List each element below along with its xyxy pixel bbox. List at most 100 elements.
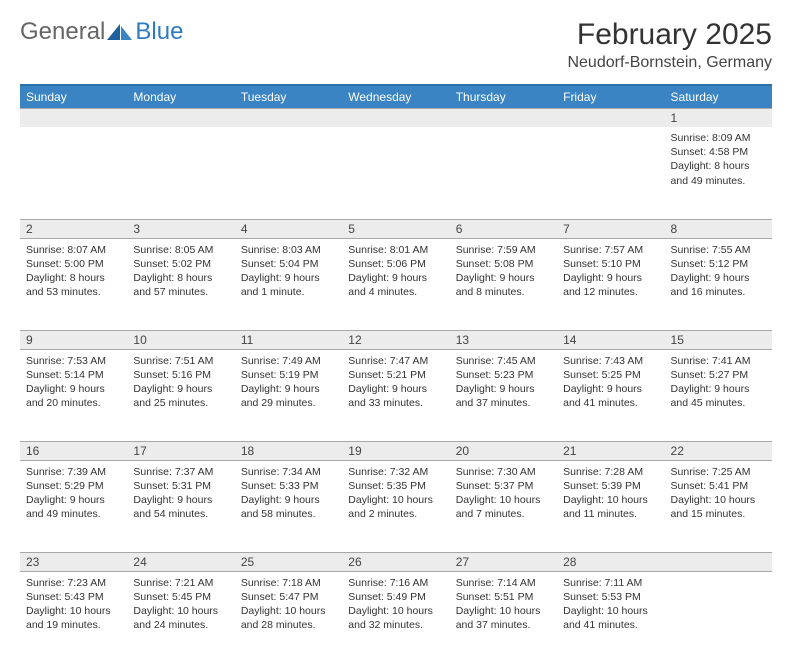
sunrise-text: Sunrise: 8:03 AM (241, 243, 336, 257)
daylight-text: and 37 minutes. (456, 618, 551, 632)
day-cell: Sunrise: 7:34 AMSunset: 5:33 PMDaylight:… (235, 460, 342, 552)
daylight-text: and 45 minutes. (671, 396, 766, 410)
daylight-text: Daylight: 8 hours (671, 159, 766, 173)
sunrise-text: Sunrise: 7:28 AM (563, 465, 658, 479)
day-details: Sunrise: 8:05 AMSunset: 5:02 PMDaylight:… (127, 239, 234, 306)
daylight-text: and 32 minutes. (348, 618, 443, 632)
day-cell: Sunrise: 7:16 AMSunset: 5:49 PMDaylight:… (342, 571, 449, 663)
sunrise-text: Sunrise: 8:07 AM (26, 243, 121, 257)
day-cell: Sunrise: 7:41 AMSunset: 5:27 PMDaylight:… (665, 349, 772, 441)
sunrise-text: Sunrise: 7:43 AM (563, 354, 658, 368)
daylight-text: and 2 minutes. (348, 507, 443, 521)
daylight-text: Daylight: 8 hours (26, 271, 121, 285)
sunset-text: Sunset: 5:47 PM (241, 590, 336, 604)
day-number-cell: 23 (20, 552, 127, 571)
sunset-text: Sunset: 5:04 PM (241, 257, 336, 271)
day-number-cell: 5 (342, 219, 449, 238)
day-cell: Sunrise: 7:18 AMSunset: 5:47 PMDaylight:… (235, 571, 342, 663)
sunrise-text: Sunrise: 7:55 AM (671, 243, 766, 257)
day-number-cell (20, 109, 127, 128)
day-number-cell: 11 (235, 330, 342, 349)
sunset-text: Sunset: 5:25 PM (563, 368, 658, 382)
day-cell (20, 127, 127, 219)
sunrise-text: Sunrise: 7:51 AM (133, 354, 228, 368)
sail-icon (107, 23, 133, 41)
day-number-cell: 7 (557, 219, 664, 238)
daylight-text: and 54 minutes. (133, 507, 228, 521)
daylight-text: and 25 minutes. (133, 396, 228, 410)
daylight-text: Daylight: 9 hours (133, 382, 228, 396)
daylight-text: and 49 minutes. (671, 174, 766, 188)
day-cell (127, 127, 234, 219)
week-row: Sunrise: 7:53 AMSunset: 5:14 PM Daylight:… (20, 349, 772, 441)
day-number-cell: 1 (665, 109, 772, 128)
day-number-cell: 28 (557, 552, 664, 571)
daylight-text: and 33 minutes. (348, 396, 443, 410)
day-cell: Sunrise: 7:43 AMSunset: 5:25 PMDaylight:… (557, 349, 664, 441)
sunset-text: Sunset: 5:39 PM (563, 479, 658, 493)
day-cell: Sunrise: 7:57 AMSunset: 5:10 PMDaylight:… (557, 238, 664, 330)
day-details: Sunrise: 7:55 AMSunset: 5:12 PMDaylight:… (665, 239, 772, 306)
daylight-text: Daylight: 8 hours (133, 271, 228, 285)
day-number-row: 2345678 (20, 219, 772, 238)
daylight-text: and 28 minutes. (241, 618, 336, 632)
day-number-cell (127, 109, 234, 128)
day-cell: Sunrise: 7:51 AMSunset: 5:16 PMDaylight:… (127, 349, 234, 441)
sunrise-text: Sunrise: 7:25 AM (671, 465, 766, 479)
sunrise-text: Sunrise: 7:32 AM (348, 465, 443, 479)
day-number-cell (665, 552, 772, 571)
day-number-cell: 27 (450, 552, 557, 571)
daylight-text: and 4 minutes. (348, 285, 443, 299)
day-cell: Sunrise: 8:09 AMSunset: 4:58 PMDaylight:… (665, 127, 772, 219)
day-details: Sunrise: 7:59 AMSunset: 5:08 PMDaylight:… (450, 239, 557, 306)
sunrise-text: Sunrise: 7:53 AM (26, 354, 121, 368)
daylight-text: and 57 minutes. (133, 285, 228, 299)
sunset-text: Sunset: 5:08 PM (456, 257, 551, 271)
sunset-text: Sunset: 5:16 PM (133, 368, 228, 382)
day-number-row: 232425262728 (20, 552, 772, 571)
daylight-text: and 41 minutes. (563, 618, 658, 632)
sunrise-text: Sunrise: 7:34 AM (241, 465, 336, 479)
day-number-cell: 24 (127, 552, 234, 571)
day-details: Sunrise: 7:25 AMSunset: 5:41 PMDaylight:… (665, 461, 772, 528)
weekday-header: Tuesday (235, 85, 342, 109)
day-cell: Sunrise: 7:49 AMSunset: 5:19 PMDaylight:… (235, 349, 342, 441)
day-details: Sunrise: 8:03 AMSunset: 5:04 PMDaylight:… (235, 239, 342, 306)
daylight-text: Daylight: 9 hours (563, 271, 658, 285)
daylight-text: and 58 minutes. (241, 507, 336, 521)
daylight-text: and 20 minutes. (26, 396, 121, 410)
sunset-text: Sunset: 5:12 PM (671, 257, 766, 271)
month-title: February 2025 (567, 18, 772, 52)
day-number-cell: 8 (665, 219, 772, 238)
header: General Blue February 2025 Neudorf-Borns… (20, 18, 772, 72)
daylight-text: Daylight: 9 hours (241, 382, 336, 396)
day-cell: Sunrise: 7:32 AMSunset: 5:35 PMDaylight:… (342, 460, 449, 552)
sunset-text: Sunset: 5:37 PM (456, 479, 551, 493)
sunrise-text: Sunrise: 7:30 AM (456, 465, 551, 479)
daylight-text: and 29 minutes. (241, 396, 336, 410)
day-cell: Sunrise: 7:47 AMSunset: 5:21 PMDaylight:… (342, 349, 449, 441)
sunrise-text: Sunrise: 7:21 AM (133, 576, 228, 590)
sunset-text: Sunset: 5:35 PM (348, 479, 443, 493)
day-cell (342, 127, 449, 219)
day-number-cell: 14 (557, 330, 664, 349)
daylight-text: and 19 minutes. (26, 618, 121, 632)
daylight-text: and 41 minutes. (563, 396, 658, 410)
day-details: Sunrise: 7:41 AMSunset: 5:27 PMDaylight:… (665, 350, 772, 417)
title-block: February 2025 Neudorf-Bornstein, Germany (567, 18, 772, 72)
daylight-text: and 15 minutes. (671, 507, 766, 521)
daylight-text: and 8 minutes. (456, 285, 551, 299)
sunset-text: Sunset: 5:27 PM (671, 368, 766, 382)
sunrise-text: Sunrise: 7:41 AM (671, 354, 766, 368)
day-cell: Sunrise: 7:37 AMSunset: 5:31 PMDaylight:… (127, 460, 234, 552)
week-row: Sunrise: 7:23 AMSunset: 5:43 PMDaylight:… (20, 571, 772, 663)
daylight-text: Daylight: 9 hours (26, 493, 121, 507)
day-details: Sunrise: 8:07 AMSunset: 5:00 PMDaylight:… (20, 239, 127, 306)
day-number-cell: 6 (450, 219, 557, 238)
day-details: Sunrise: 7:23 AMSunset: 5:43 PMDaylight:… (20, 572, 127, 639)
sunset-text: Sunset: 5:14 PM (26, 368, 121, 382)
sunrise-text: Sunrise: 8:09 AM (671, 131, 766, 145)
daylight-text: and 11 minutes. (563, 507, 658, 521)
day-cell: Sunrise: 7:30 AMSunset: 5:37 PMDaylight:… (450, 460, 557, 552)
calendar-table: Sunday Monday Tuesday Wednesday Thursday… (20, 84, 772, 663)
